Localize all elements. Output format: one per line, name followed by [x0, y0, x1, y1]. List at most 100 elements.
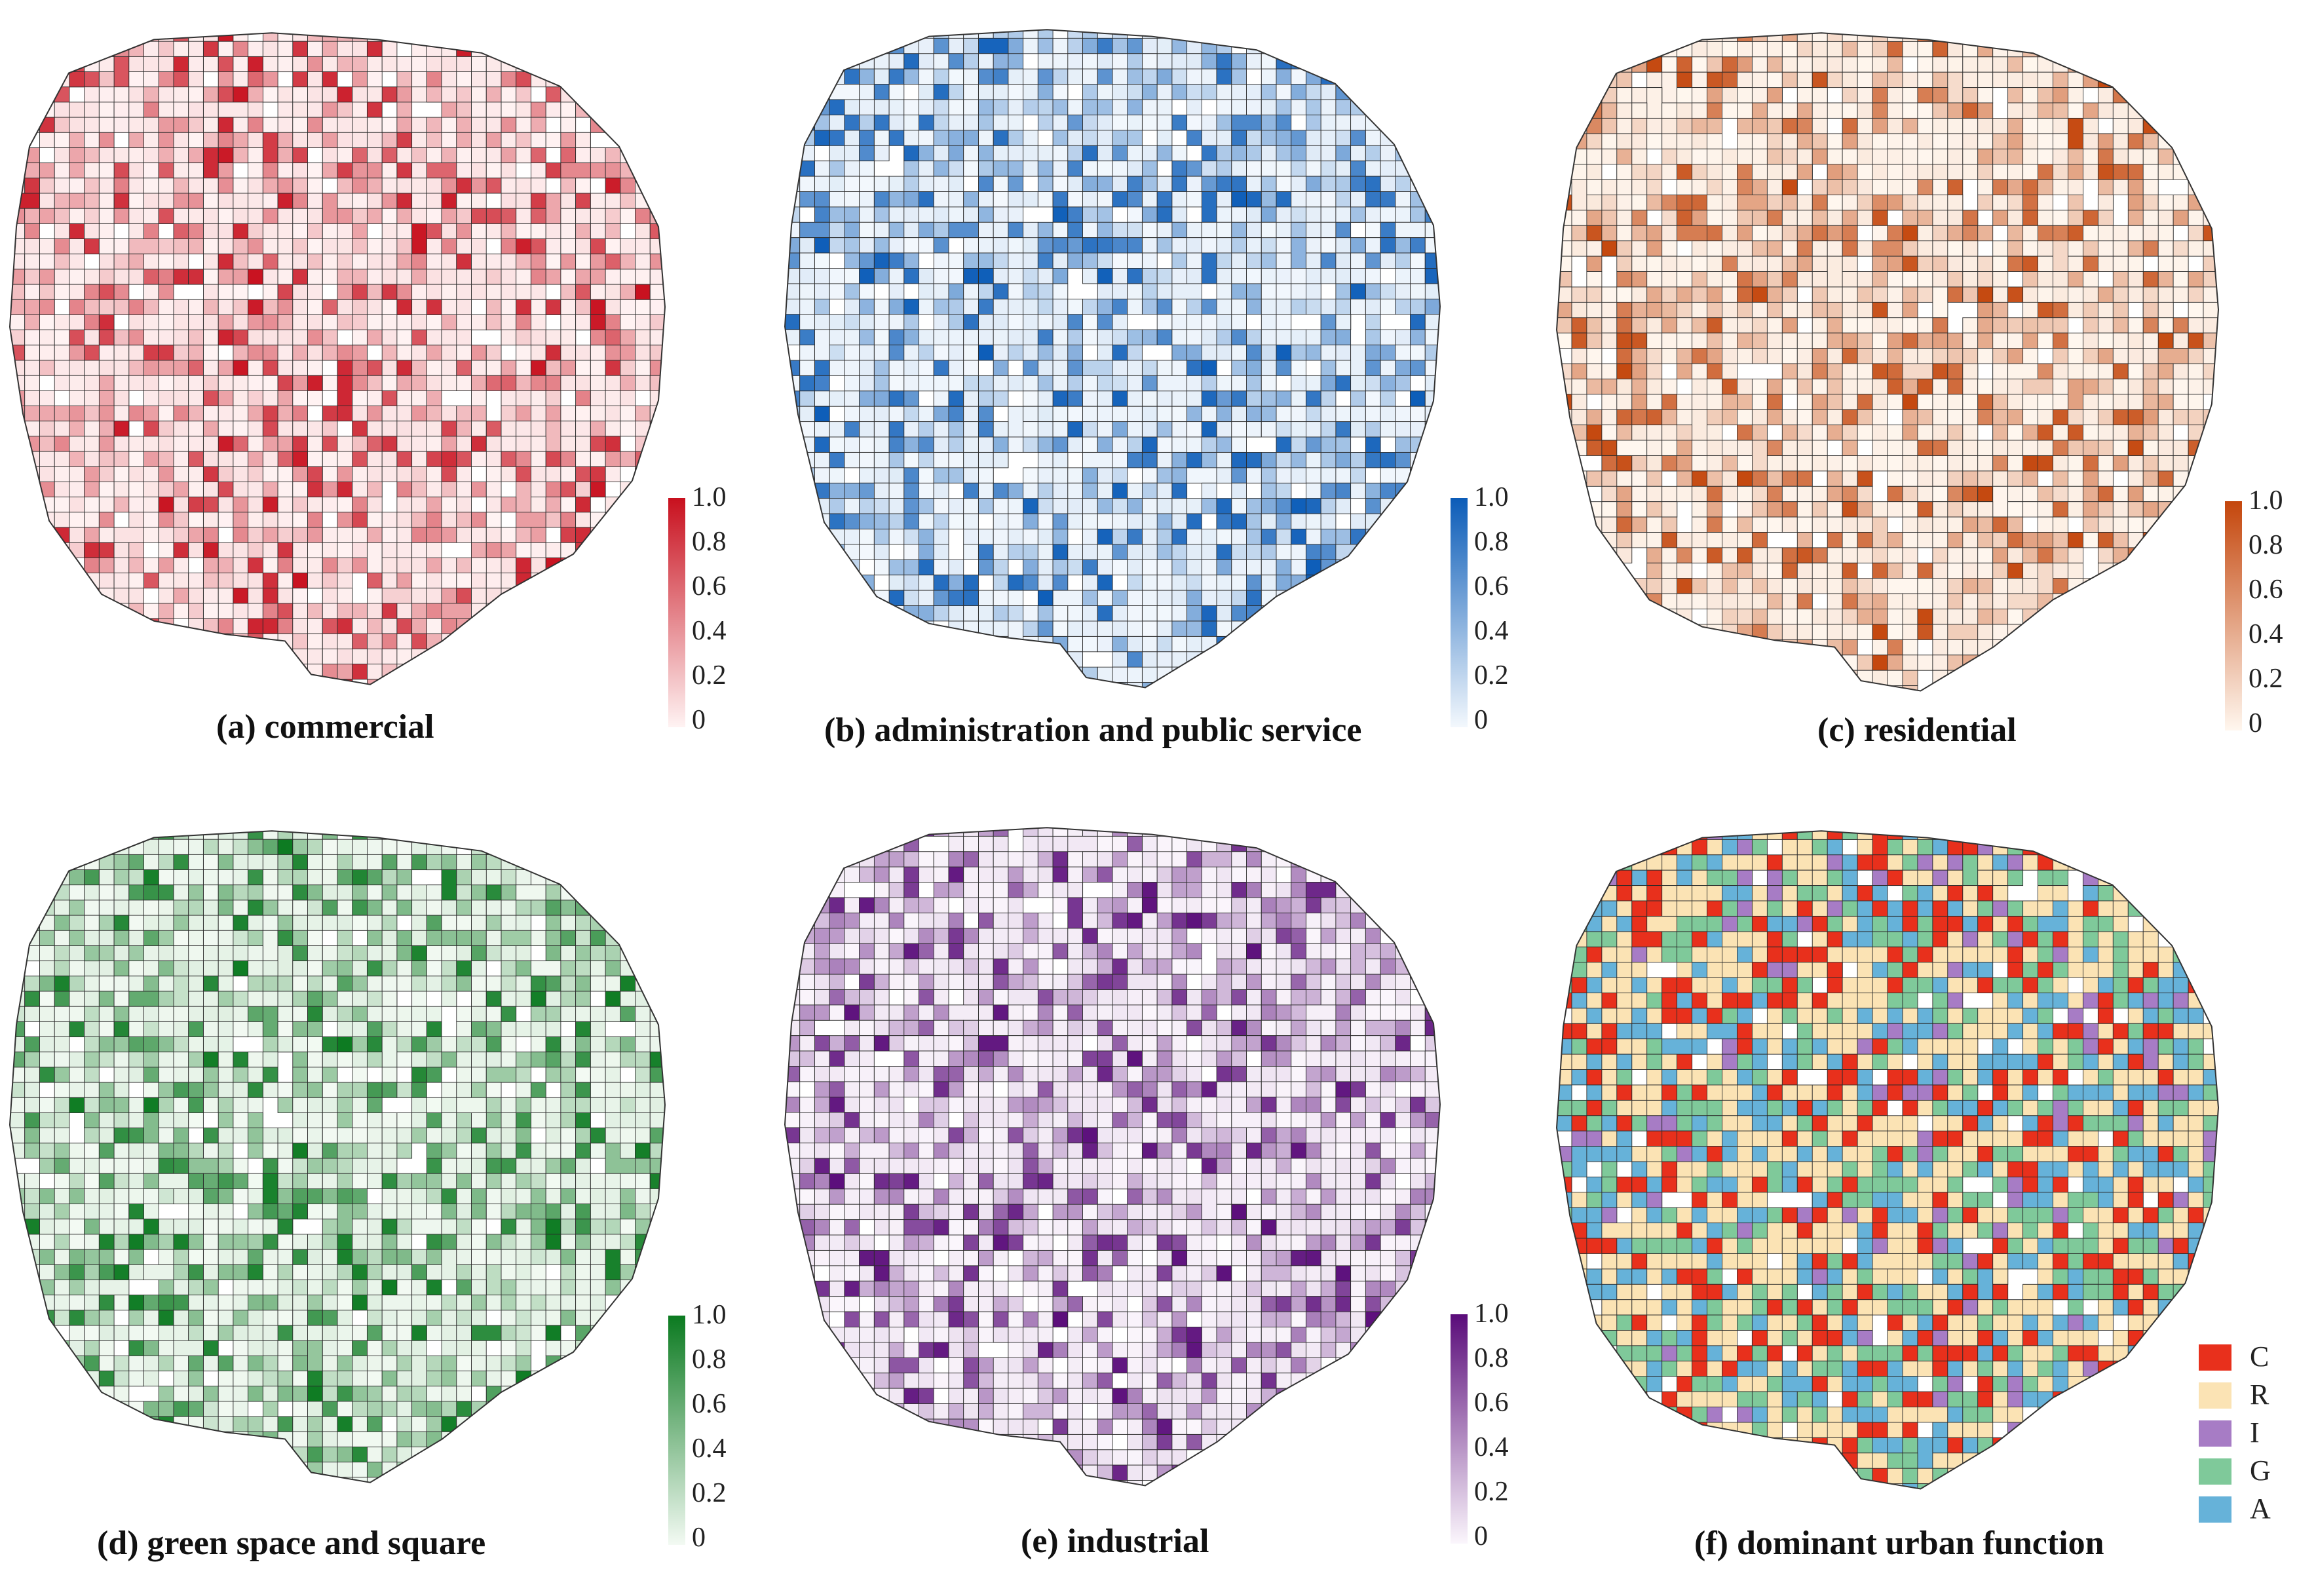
parcel [859, 620, 875, 637]
parcel [1586, 195, 1603, 211]
parcel [1410, 590, 1426, 606]
parcel [248, 542, 263, 558]
parcel [1350, 68, 1366, 85]
parcel [814, 575, 845, 591]
parcel [1395, 452, 1411, 468]
parcel [2097, 33, 2114, 42]
parcel [277, 436, 294, 452]
parcel [560, 618, 577, 634]
parcel [1067, 360, 1083, 376]
parcel [2157, 286, 2174, 303]
parcel [2053, 363, 2068, 379]
parcel [1677, 455, 1693, 472]
parcel [963, 252, 979, 269]
parcel [799, 221, 830, 238]
parcel [1917, 286, 1933, 303]
parcel [367, 178, 383, 194]
parcel [814, 268, 830, 284]
parcel [620, 208, 636, 224]
parcel [1008, 37, 1024, 54]
parcel [1052, 99, 1069, 115]
parcel [873, 252, 890, 269]
parcel [128, 223, 144, 240]
parcel [829, 237, 845, 254]
parcel [307, 633, 323, 649]
parcel [545, 132, 561, 148]
parcel [1571, 332, 1587, 349]
parcel [1201, 452, 1217, 468]
parcel [2022, 348, 2039, 364]
parcel [1571, 286, 1587, 303]
parcel [1677, 195, 1693, 211]
parcel [1766, 56, 1783, 73]
parcel [873, 314, 890, 330]
parcel [113, 527, 145, 543]
parcel [1142, 406, 1158, 423]
parcel [1335, 498, 1352, 514]
parcel [1067, 298, 1083, 315]
parcel [963, 406, 979, 423]
parcel [113, 33, 130, 42]
parcel [978, 161, 994, 177]
parcel [2112, 317, 2129, 333]
parcel [888, 360, 905, 376]
parcel [814, 421, 830, 438]
parcel [545, 41, 561, 57]
parcel [1827, 409, 1843, 426]
parcel [218, 436, 234, 452]
parcel [1586, 225, 1603, 242]
parcel [1186, 221, 1202, 238]
parcel [1902, 485, 1918, 503]
parcel [396, 102, 413, 118]
parcel [2173, 33, 2204, 42]
parcel [1246, 375, 1262, 392]
parcel [1781, 332, 1798, 349]
parcel [24, 482, 40, 513]
parcel [1112, 559, 1128, 576]
parcel [799, 498, 815, 514]
parcel [2157, 164, 2174, 180]
parcel [98, 314, 115, 331]
parcel [188, 542, 204, 558]
parcel [993, 375, 1009, 392]
parcel [292, 436, 308, 452]
parcel [2097, 41, 2114, 73]
parcel [785, 452, 801, 468]
parcel [1246, 682, 1262, 688]
parcel [1677, 210, 1693, 226]
parcel [1646, 271, 1663, 288]
parcel [1692, 71, 1708, 88]
parcel [1082, 590, 1098, 606]
parcel [367, 466, 383, 482]
parcel [1335, 314, 1352, 330]
parcel [1127, 237, 1143, 254]
parcel [1023, 651, 1038, 668]
parcel [1142, 452, 1158, 468]
parcel [829, 360, 845, 376]
parcel [1707, 409, 1722, 426]
parcel [1424, 467, 1440, 484]
parcel [635, 269, 651, 285]
parcel [367, 299, 383, 315]
parcel [933, 130, 949, 146]
parcel [1424, 651, 1440, 668]
parcel [993, 84, 1009, 100]
parcel [516, 41, 546, 57]
parcel [1827, 164, 1843, 180]
parcel [218, 679, 249, 685]
parcel [1631, 363, 1648, 379]
parcel [1737, 210, 1753, 226]
parcel [1917, 394, 1933, 410]
parcel [292, 406, 308, 422]
parcel [1677, 33, 1693, 42]
parcel [1677, 286, 1693, 303]
parcel [2173, 41, 2189, 73]
parcel [933, 252, 949, 269]
parcel [1008, 605, 1024, 622]
parcel [620, 512, 651, 528]
parcel [1112, 191, 1128, 208]
parcel [218, 162, 234, 179]
parcel [1201, 390, 1217, 407]
parcel [919, 53, 934, 69]
parcel [2112, 286, 2129, 303]
